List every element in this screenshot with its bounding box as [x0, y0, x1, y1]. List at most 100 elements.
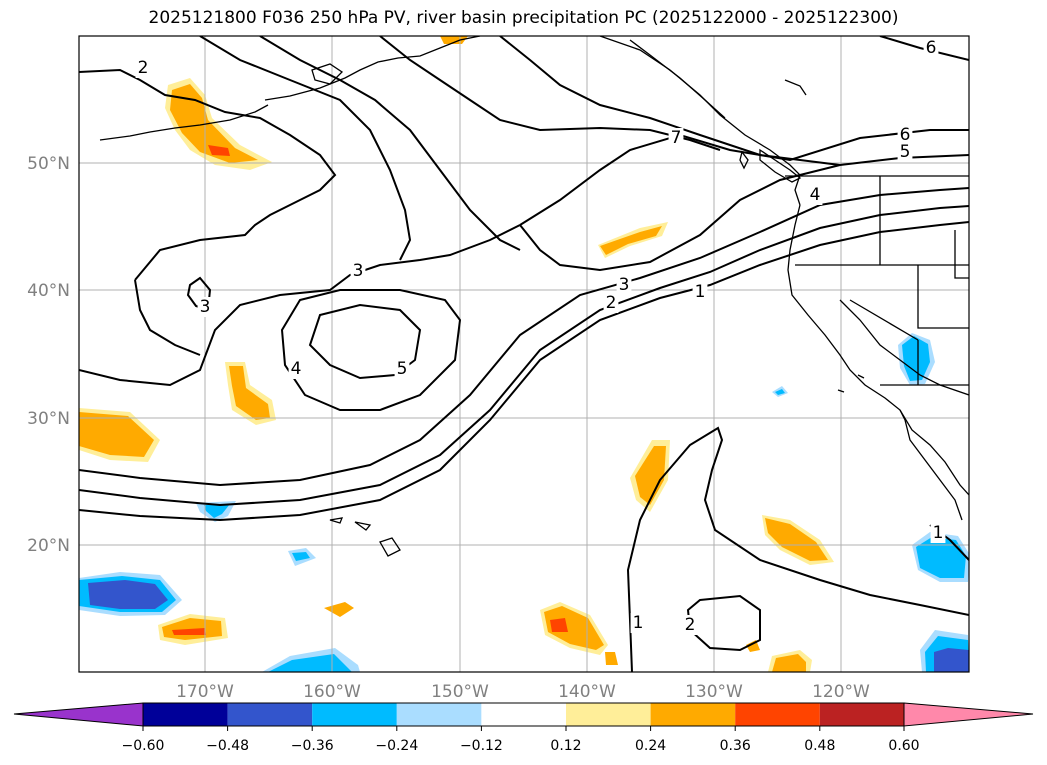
- contour-line: [199, 36, 412, 261]
- shading-positive: [746, 640, 760, 652]
- map-frame: [78, 35, 970, 673]
- shading-negative: [292, 552, 310, 561]
- colorbar-tick-label: 0.12: [550, 738, 581, 754]
- shading-positive: [765, 518, 828, 561]
- contour-label: 1: [933, 523, 944, 543]
- colorbar-bin: [312, 703, 397, 726]
- contour-label: 5: [900, 142, 911, 162]
- contour-line: [79, 224, 521, 387]
- contour-label: 6: [900, 125, 911, 145]
- pv-contours: [79, 36, 969, 672]
- contour-label: 6: [926, 38, 937, 58]
- shading-strong: [172, 628, 206, 635]
- precip-shading: [79, 36, 969, 672]
- lat-label: 40°N: [27, 281, 70, 301]
- contour-line: [879, 36, 969, 61]
- contour-label: 1: [695, 282, 706, 302]
- shading-strong: [550, 618, 568, 632]
- shading-positive: [605, 652, 618, 665]
- contour-label-background: [350, 261, 366, 281]
- colorbar-bin: [819, 703, 905, 726]
- contour-line: [519, 129, 969, 226]
- coastlines: [99, 36, 969, 557]
- shading-negative: [268, 654, 352, 672]
- contour-labels: 2 7 6 6 5 4 3 3 3 2 1 4 5 1 2 1: [135, 38, 946, 635]
- shading-positive: [79, 412, 154, 457]
- lon-label: 150°W: [431, 682, 489, 702]
- contour-label: 3: [619, 275, 630, 295]
- contour-label-background: [603, 293, 619, 313]
- contour-line: [79, 205, 969, 507]
- colorbar-tick-label: −0.48: [206, 738, 249, 754]
- colorbar-bin: [481, 703, 566, 726]
- latitude-labels: 50°N 40°N 30°N 20°N: [27, 154, 70, 556]
- shading-positive: [170, 84, 258, 163]
- shading-strong: [208, 145, 230, 156]
- contour-label: 1: [633, 613, 644, 633]
- contour-label: 2: [685, 615, 696, 635]
- lon-label: 170°W: [176, 682, 234, 702]
- contour-line: [499, 36, 841, 166]
- shading-strong-negative: [88, 580, 168, 609]
- colorbar-tick-label: 0.48: [804, 738, 835, 754]
- contour-label-background: [394, 359, 410, 379]
- longitude-labels: 170°W 160°W 150°W 140°W 130°W 120°W: [176, 682, 870, 702]
- contour-label: 5: [397, 359, 408, 379]
- contour-label: 4: [810, 185, 821, 205]
- contour-label-background: [616, 275, 632, 295]
- contour-line: [280, 289, 462, 411]
- contour-label-background: [630, 613, 646, 633]
- colorbar-tick-label: −0.36: [291, 738, 334, 754]
- contour-label: 3: [200, 297, 211, 317]
- contour-line: [79, 187, 969, 487]
- colorbar-bin: [735, 703, 820, 726]
- shading-strong-negative: [934, 648, 969, 672]
- colorbar-tick-label: −0.24: [375, 738, 418, 754]
- map-title: 2025121800 F036 250 hPa PV, river basin …: [148, 8, 899, 28]
- contour-label-background: [692, 282, 708, 302]
- shading-positive: [440, 36, 468, 44]
- colorbar-bin: [396, 703, 482, 726]
- lon-label: 130°W: [685, 682, 743, 702]
- contour-label-background: [923, 38, 939, 58]
- lat-label: 20°N: [27, 536, 70, 556]
- colorbar-extend-high: [903, 702, 1034, 727]
- contour-line: [519, 154, 969, 272]
- colorbar-extend-low: [13, 702, 144, 727]
- contour-line: [626, 426, 969, 672]
- contour-label: 2: [138, 58, 149, 78]
- colorbar-ticks: [142, 726, 905, 731]
- lat-label: 50°N: [27, 154, 70, 174]
- lon-label: 160°W: [303, 682, 361, 702]
- lon-label: 140°W: [558, 682, 616, 702]
- contour-label-background: [135, 58, 151, 78]
- shading-positive: [229, 366, 270, 420]
- contour-label: 4: [291, 359, 302, 379]
- shading-positive: [772, 654, 806, 672]
- contour-label-background: [897, 142, 913, 162]
- shading-negative: [775, 389, 785, 395]
- contour-label: 3: [353, 261, 364, 281]
- contour-line: [79, 221, 969, 522]
- colorbar-bin: [566, 703, 651, 726]
- contour-label-background: [197, 297, 213, 317]
- contour-label-background: [682, 615, 698, 635]
- colorbar-tick-label: −0.12: [460, 738, 503, 754]
- contour-label-background: [288, 359, 304, 379]
- colorbar-bin: [650, 703, 736, 726]
- contour-line: [686, 594, 761, 652]
- colorbar-tick-label: 0.60: [888, 738, 919, 754]
- colorbar-tick-label: −0.60: [122, 738, 165, 754]
- shading-positive: [600, 226, 662, 255]
- contour-label: 2: [606, 293, 617, 313]
- shading-negative: [902, 336, 930, 381]
- colorbar: −0.60 −0.48 −0.36 −0.24 −0.12 0.12 0.24 …: [13, 702, 1034, 754]
- colorbar-bin: [143, 703, 228, 726]
- colorbar-bin: [227, 703, 313, 726]
- colorbar-tick-label: 0.24: [635, 738, 666, 754]
- shading-positive: [324, 602, 354, 617]
- lat-label: 30°N: [27, 409, 70, 429]
- shading-negative: [916, 537, 966, 578]
- shading-positive: [635, 446, 666, 505]
